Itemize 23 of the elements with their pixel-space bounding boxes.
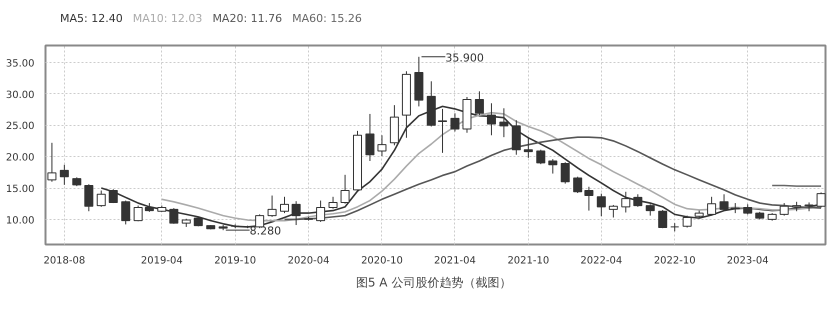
x-tick-label: 2020-04 [288,256,330,266]
text: MA10: 12.03 [132,12,202,25]
x-tick-label: 2022-10 [654,256,696,266]
annotation: 8.280 [250,224,282,238]
annotation: 35.900 [445,51,484,64]
text: MA20: 11.76 [212,12,282,25]
text: MA5: 12.40 [60,12,123,25]
x-tick-label: 2019-10 [214,256,256,266]
x-tick-label: 2021-10 [507,256,550,266]
text: MA60: 15.26 [292,12,362,25]
x-tick-label: 2019-04 [140,256,183,266]
y-tick-label: 10.00 [6,215,35,226]
x-tick-label: 2018-08 [43,256,86,266]
y-tick-label: 35.00 [6,58,35,70]
text: 图5 A 公司股价趋势（截图） [356,276,512,290]
y-tick-label: 20.00 [6,152,35,164]
x-tick-label: 2023-04 [726,256,769,266]
y-tick-label: 15.00 [6,184,35,195]
y-tick-label: 30.00 [6,90,35,101]
x-tick-label: 2020-10 [361,256,403,266]
y-tick-label: 25.00 [6,121,35,132]
x-tick-label: 2021-04 [434,256,476,266]
x-tick-label: 2022-04 [580,256,622,266]
